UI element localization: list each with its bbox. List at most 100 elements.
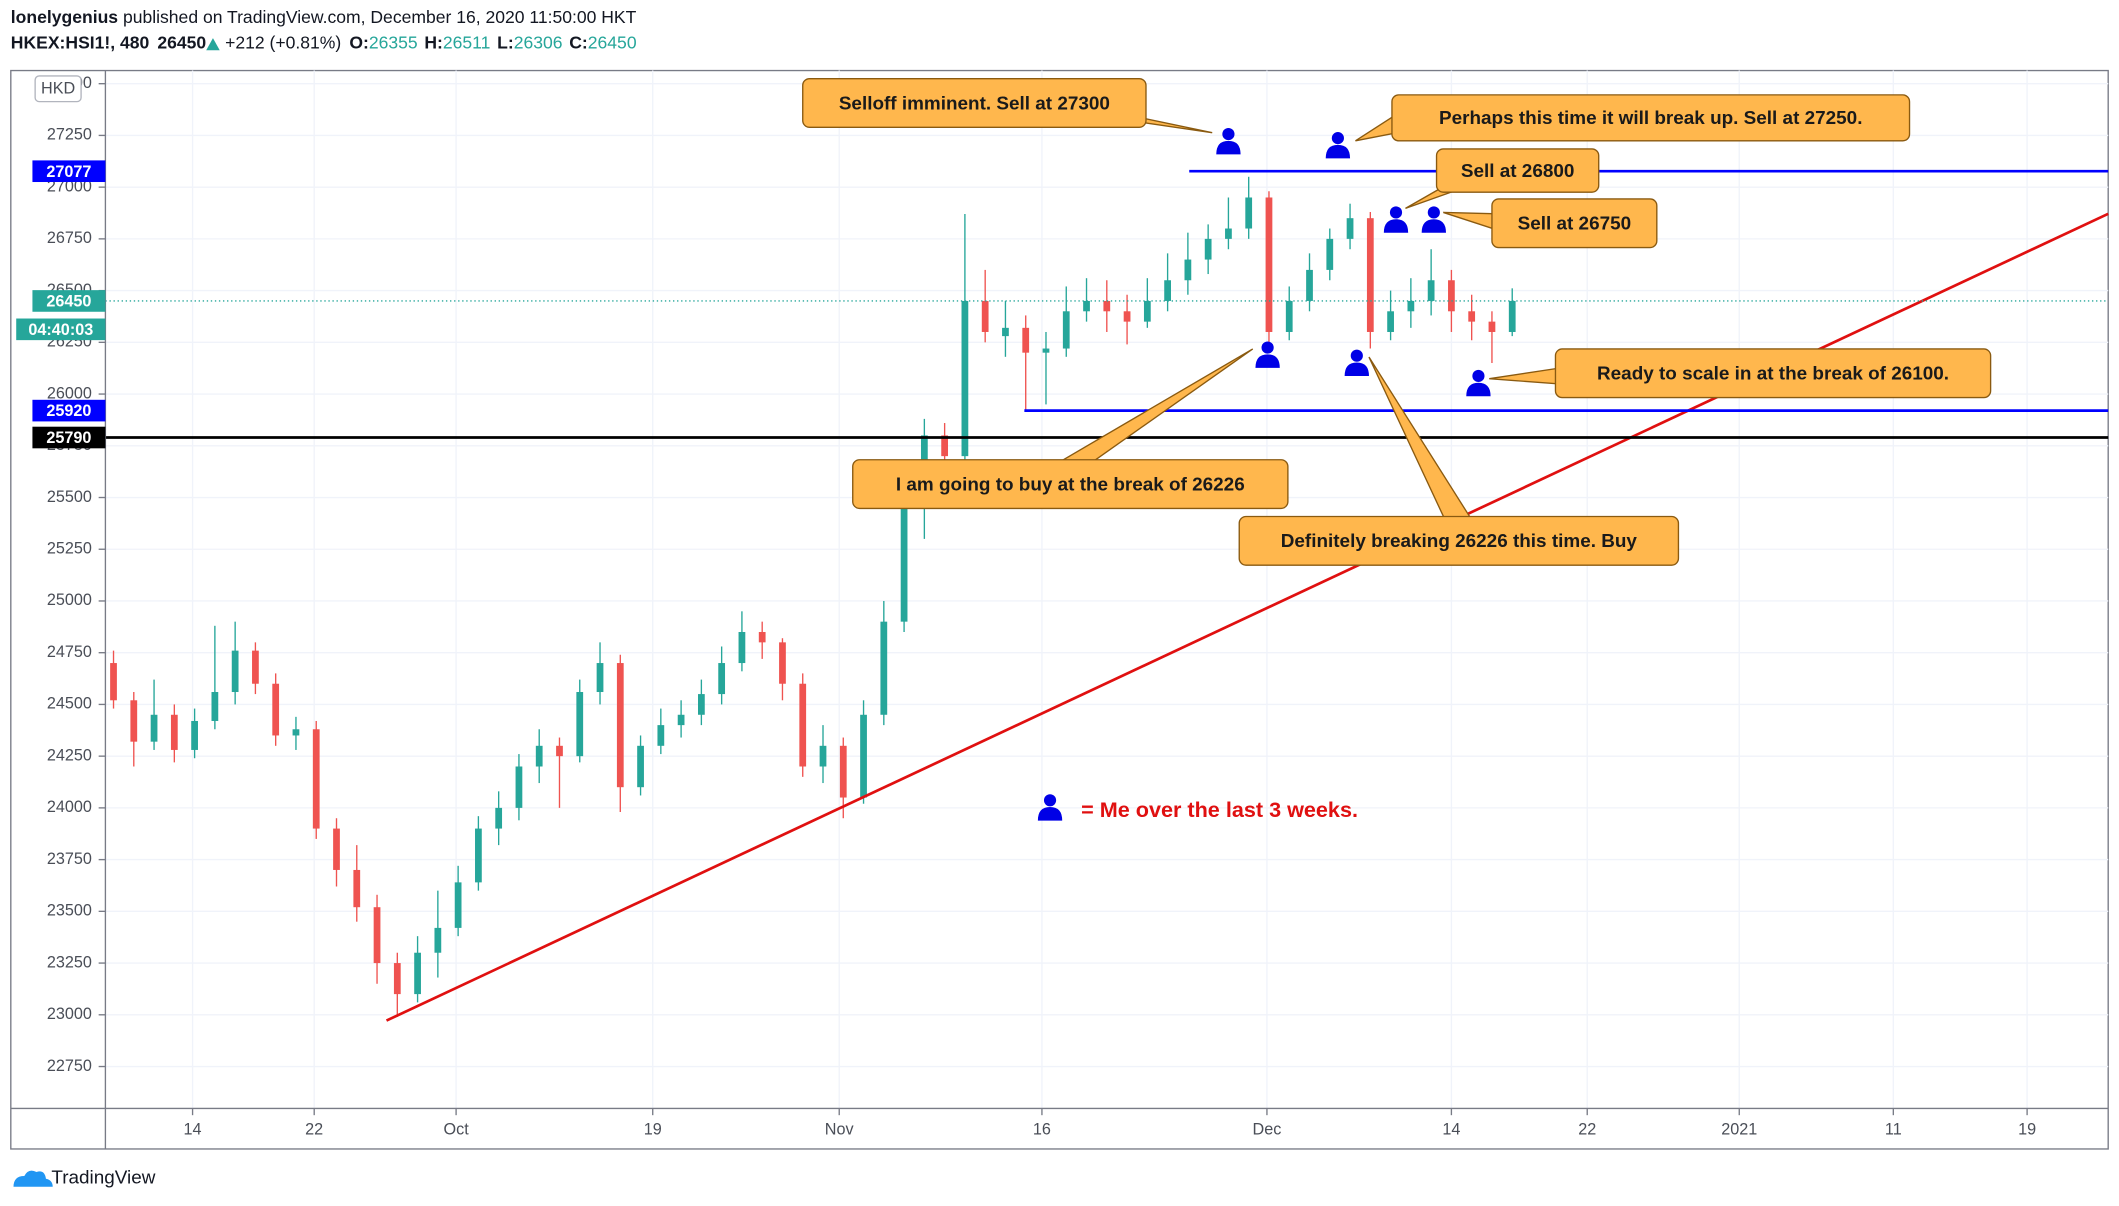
person-icon: [1255, 354, 1280, 368]
candle-body: [1225, 228, 1232, 239]
y-tick-label: 24500: [47, 695, 92, 713]
y-tick-label: 25250: [47, 540, 92, 558]
candle-body: [333, 828, 340, 870]
candle-body: [191, 720, 198, 750]
currency: HKD: [41, 80, 75, 98]
candle-body: [1022, 327, 1030, 353]
y-tick-label: 24000: [47, 798, 92, 816]
candle-body: [880, 621, 888, 715]
candle-body: [150, 714, 158, 742]
candle-body: [941, 435, 949, 457]
currency-box: [34, 75, 82, 103]
logo-icon: [13, 1170, 53, 1187]
candle-body: [1143, 300, 1151, 322]
candle-body: [677, 714, 685, 726]
candle-body: [130, 700, 138, 742]
x-tick-label: 22: [305, 1120, 323, 1138]
y-tick-label: 25000: [47, 591, 92, 609]
person-icon: [1037, 807, 1063, 821]
legend-text: = Me over the last 3 weeks.: [1081, 797, 1358, 822]
candle-body: [596, 663, 604, 693]
person-icon: [1043, 794, 1057, 807]
person-icon: [1261, 341, 1274, 354]
callout-text: Selloff imminent. Sell at 27300: [839, 93, 1110, 114]
annotations: Selloff imminent. Sell at 27300 Perhaps t…: [802, 77, 1992, 822]
person-icon: [1389, 206, 1403, 219]
callout-box: [802, 77, 1147, 128]
candle-body: [475, 828, 482, 883]
callout-text: Definitely breaking 26226 this time. Buy: [1281, 531, 1638, 552]
candle-body: [637, 745, 644, 788]
candle-body: [1285, 300, 1293, 332]
candle-body: [1488, 321, 1496, 332]
ohlc-label: H:: [424, 32, 443, 52]
candle-body: [1062, 311, 1070, 349]
candle-body: [860, 714, 867, 798]
candle-body: [1103, 300, 1111, 312]
candle-body: [1245, 197, 1253, 229]
symbol: HKEX:HSI1!, 480: [11, 32, 150, 52]
candle-body: [779, 642, 786, 684]
candle-body: [1448, 280, 1455, 312]
callout-box: [1391, 94, 1911, 142]
ohlc-value: 26306: [514, 32, 563, 52]
candle-body: [1083, 300, 1090, 312]
candle-body: [1366, 218, 1374, 332]
y-tick-label: 24750: [47, 643, 92, 661]
x-tick-label: Oct: [443, 1120, 469, 1138]
person-icon: [1383, 219, 1409, 233]
candle-body: [434, 927, 442, 953]
x-tick-label: Nov: [825, 1120, 855, 1138]
x-tick-label: Dec: [1253, 1120, 1282, 1138]
price-tag: [32, 160, 106, 183]
person-icon: [1350, 349, 1363, 362]
candle-body: [1306, 269, 1313, 301]
up-arrow: [206, 38, 220, 51]
candle-body: [1427, 280, 1435, 301]
ohlc-value: 26511: [443, 32, 491, 52]
x-tick-label: 14: [184, 1120, 202, 1138]
candle-body: [211, 692, 219, 721]
ohlc-value: 26450: [588, 32, 637, 52]
candle-body: [170, 714, 178, 750]
person-icon: [1472, 369, 1485, 383]
candle-body: [576, 692, 584, 757]
person-icon: [1427, 206, 1440, 219]
callout-box: [1491, 198, 1658, 249]
callout-text: I am going to buy at the break of 26226: [896, 474, 1245, 495]
countdown: 04:40:03: [28, 321, 93, 339]
candle-body: [819, 745, 827, 767]
published: published on TradingView.com, December 1…: [123, 6, 637, 26]
callout-text: Perhaps this time it will break up. Sell…: [1439, 108, 1862, 129]
ohlc-line: +212 (+0.81%) O:26355 H:26511 L:26306 C:2645…: [225, 32, 637, 52]
y-tick-label: 26000: [47, 384, 92, 402]
person-icon: [1331, 132, 1344, 145]
y-tick-label: 25500: [47, 488, 92, 506]
candle-body: [839, 745, 847, 798]
candle-body: [110, 663, 117, 701]
brand: TradingView: [51, 1168, 155, 1189]
candle-body: [252, 650, 259, 684]
price-tag-label: 25790: [46, 429, 91, 447]
candle-body: [1387, 311, 1394, 332]
candle-body: [900, 497, 908, 622]
person-icon: [1466, 382, 1491, 397]
candle-body: [312, 729, 320, 829]
y-tick-label: 24250: [47, 746, 92, 764]
change: +212 (+0.81%): [225, 32, 341, 52]
person-icon: [1222, 127, 1235, 141]
candle-body: [1265, 197, 1273, 332]
last-price: 26450: [157, 32, 206, 52]
price-tag-label: 26450: [46, 293, 91, 311]
price-tags: 27077 26450 04:40:03 25920 25790: [16, 160, 106, 449]
candle-body: [758, 632, 766, 643]
x-tick-label: 14: [1442, 1120, 1460, 1138]
callout-text: Sell at 26750: [1518, 214, 1632, 235]
x-tick-label: 22: [1578, 1120, 1596, 1138]
callout-text: Ready to scale in at the break of 26100.: [1597, 364, 1949, 385]
price-tag-label: 25920: [46, 402, 91, 420]
candle-body: [1346, 218, 1354, 239]
